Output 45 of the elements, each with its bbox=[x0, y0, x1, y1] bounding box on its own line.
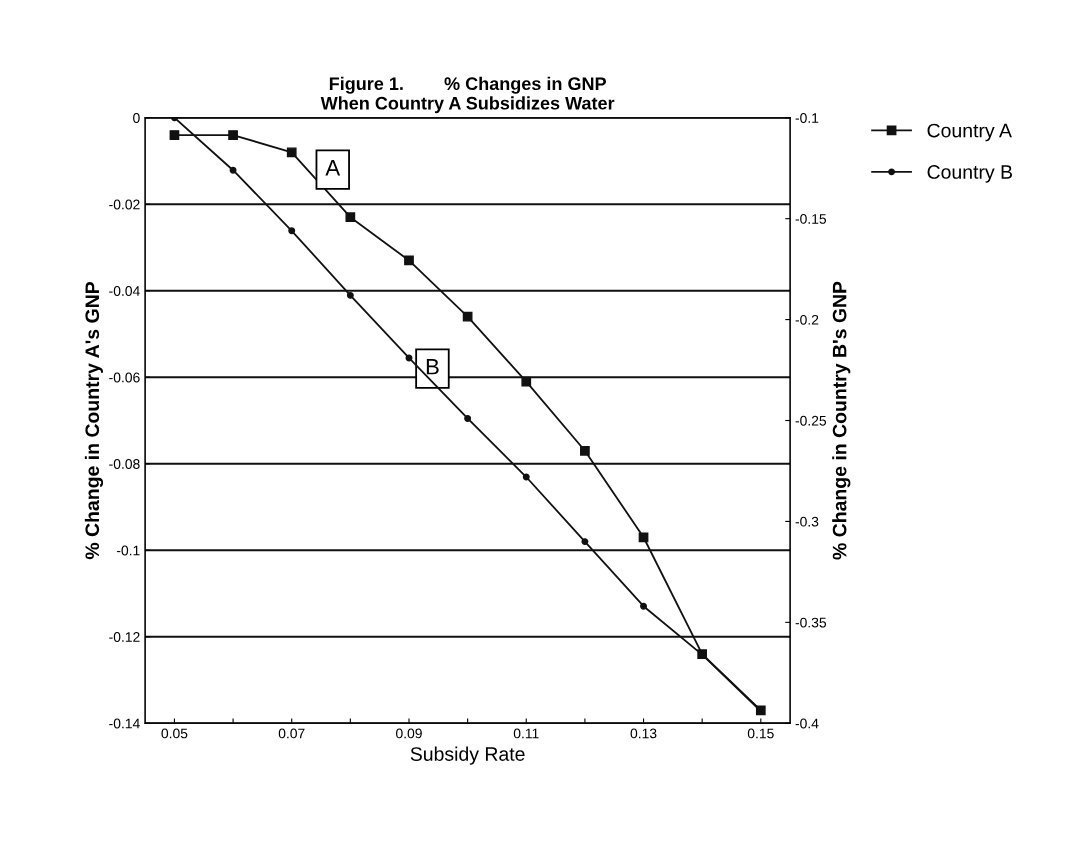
chart-title: Figure 1. % Changes in GNP When Country A Subsidizes Water bbox=[320, 76, 615, 114]
point bbox=[228, 130, 238, 140]
legend-label: Country B bbox=[927, 165, 1012, 183]
legend-label: Country A bbox=[927, 123, 1012, 142]
y2-axis-title: % Change in Country B's GNP bbox=[832, 281, 851, 560]
point bbox=[229, 166, 237, 174]
x-tick-label: 0.07 bbox=[278, 728, 305, 739]
point bbox=[640, 602, 648, 610]
point bbox=[581, 538, 589, 546]
annotation: A bbox=[325, 160, 341, 176]
y-tick-label: 0 bbox=[133, 113, 140, 123]
y-tick-label: -0.02 bbox=[109, 199, 140, 210]
y-tick-label: -0.14 bbox=[109, 718, 140, 729]
y-tick-label: -0.06 bbox=[109, 372, 140, 383]
x-axis-title: Subsidy Rate bbox=[410, 746, 525, 765]
point bbox=[522, 473, 530, 481]
x-tick-label: 0.11 bbox=[513, 728, 539, 739]
y2-tick-label: -0.3 bbox=[795, 516, 819, 527]
point bbox=[169, 130, 180, 140]
x-tick-label: 0.09 bbox=[396, 728, 422, 739]
x-tick-label: 0.05 bbox=[161, 728, 188, 739]
y2-tick-label: -0.4 bbox=[795, 718, 819, 729]
y2-tick-label: -0.2 bbox=[795, 314, 819, 325]
point bbox=[521, 376, 532, 387]
y2-tick-label: -0.1 bbox=[795, 113, 819, 123]
y-tick-label: -0.12 bbox=[109, 632, 140, 642]
x-tick-label: 0.15 bbox=[747, 728, 774, 739]
point bbox=[286, 147, 297, 158]
point bbox=[580, 445, 590, 456]
y-tick-label: -0.08 bbox=[109, 459, 140, 469]
point bbox=[345, 212, 356, 223]
y-axis-title: % Change in Country A's GNP bbox=[84, 282, 104, 560]
annotation: B bbox=[426, 359, 439, 375]
y2-tick-label: -0.15 bbox=[795, 213, 827, 224]
point bbox=[404, 255, 414, 266]
point bbox=[346, 291, 354, 299]
point bbox=[638, 532, 649, 543]
y2-tick-label: -0.35 bbox=[795, 617, 827, 628]
point bbox=[464, 415, 472, 422]
point bbox=[462, 311, 473, 322]
x-tick-label: 0.13 bbox=[630, 728, 657, 739]
y-tick-label: -0.1 bbox=[116, 545, 140, 556]
point bbox=[288, 227, 296, 235]
y-tick-label: -0.04 bbox=[109, 286, 140, 296]
y2-tick-label: -0.25 bbox=[795, 415, 827, 426]
